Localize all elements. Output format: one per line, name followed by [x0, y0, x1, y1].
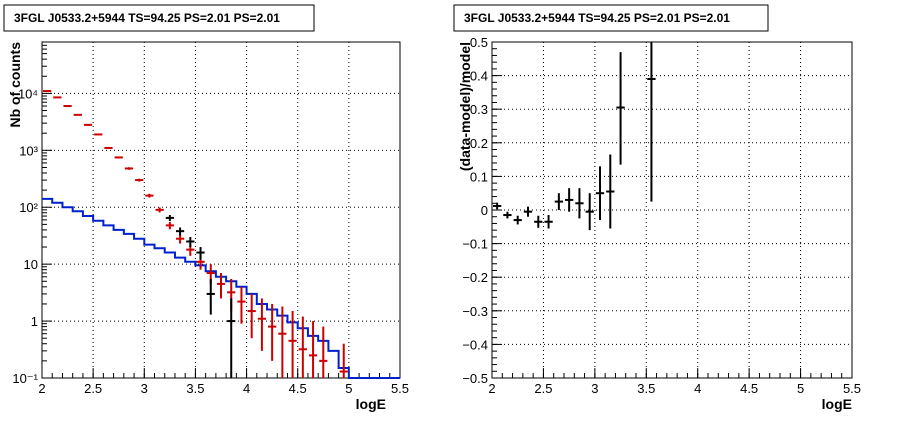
counts-x-tick-label: 4.5	[289, 381, 307, 396]
counts-x-tick-label: 3	[141, 381, 148, 396]
residual-chart-title: 3FGL J0533.2+5944 TS=94.25 PS=2.01 PS=2.…	[464, 11, 730, 25]
counts-x-tick-label: 4	[243, 381, 250, 396]
residual-data-point	[565, 188, 574, 212]
residual-data-point	[493, 202, 502, 210]
residual-data-point	[616, 52, 625, 165]
counts-y-tick-label: 1	[31, 314, 38, 329]
residual-x-tick-label: 2.5	[534, 381, 552, 396]
residual-data-point	[554, 193, 563, 210]
residual-data-point	[523, 206, 533, 217]
counts-data-point	[237, 286, 246, 324]
residual-title-box	[453, 4, 769, 32]
counts-data-point	[124, 167, 134, 170]
residual-y-tick-label: −0.4	[462, 337, 488, 352]
residual-data-point	[595, 166, 605, 221]
counts-y-tick-label: 10⁻¹	[12, 371, 38, 386]
residual-ticks: 2 2.5 3 3.5 4 4.5 5 5.5 −0.5 −0.4 −0.3 −0.2 −0.1 0 0.1…	[462, 35, 861, 396]
counts-chart-title: 3FGL J0533.2+5944 TS=94.25 PS=2.01 PS=2.…	[14, 11, 280, 25]
counts-data-point	[145, 193, 154, 198]
counts-data-point	[63, 105, 72, 108]
counts-y-tick-label: 10²	[19, 200, 38, 215]
counts-title-box	[3, 4, 315, 32]
counts-data-point	[175, 234, 185, 244]
residual-data-point	[647, 42, 656, 202]
counts-data-point	[288, 311, 297, 378]
counts-data-point	[339, 343, 348, 378]
counts-grid	[42, 42, 400, 378]
counts-data-point	[53, 96, 62, 99]
residual-grid	[492, 42, 852, 378]
counts-data-point	[114, 156, 123, 159]
residual-data-point	[534, 215, 543, 228]
residual-x-tick-label: 2	[488, 381, 495, 396]
counts-data-point	[73, 113, 82, 116]
residual-data-point	[606, 154, 615, 229]
residual-data-point	[585, 193, 594, 231]
residual-y-axis-label: (data-model)/model	[457, 42, 473, 171]
residual-x-axis-label: logE	[822, 396, 852, 412]
counts-data-point	[104, 146, 113, 149]
counts-data-point	[298, 316, 307, 378]
counts-data-point	[43, 90, 52, 93]
counts-x-tick-label: 2.5	[84, 381, 102, 396]
counts-data-point	[278, 306, 287, 378]
counts-x-tick-label: 2	[38, 381, 45, 396]
counts-data-point	[94, 133, 103, 136]
residual-data-point	[513, 215, 522, 225]
counts-data-point	[165, 222, 174, 230]
counts-data-point	[186, 237, 195, 248]
counts-data-point	[308, 321, 318, 378]
residual-y-tick-label: −0.1	[462, 237, 488, 252]
counts-data-point	[206, 278, 215, 315]
counts-data-point	[155, 207, 164, 213]
counts-data-point	[175, 227, 185, 236]
counts-y-tick-label: 10⁴	[18, 86, 38, 101]
counts-ticks: 2 2.5 3 3.5 4 4.5 5 5.5 10⁻¹ 1 10 10² 10³ 10⁴	[12, 44, 409, 396]
counts-data-point	[196, 247, 205, 260]
residual-y-tick-label: 0.5	[470, 35, 488, 50]
residual-y-tick-label: −0.3	[462, 304, 488, 319]
residual-y-tick-label: 0.4	[470, 69, 488, 84]
counts-data-point	[135, 178, 144, 182]
residual-y-tick-label: −0.2	[462, 270, 488, 285]
counts-plot-frame	[41, 41, 401, 379]
residual-data-point	[544, 215, 553, 229]
residual-x-tick-label: 5	[797, 381, 804, 396]
residual-marks	[493, 42, 656, 231]
counts-data-point	[165, 215, 174, 222]
counts-data-point	[247, 293, 256, 339]
counts-data-point	[216, 272, 226, 299]
counts-x-tick-label: 5.5	[391, 381, 409, 396]
counts-marks	[42, 90, 400, 379]
residual-y-tick-label: 0.2	[470, 136, 488, 151]
residual-panel: 2 2.5 3 3.5 4 4.5 5 5.5 −0.5 −0.4 −0.3 −0.2 −0.1 0 0.1…	[453, 4, 861, 412]
counts-data-point	[257, 298, 267, 351]
residual-x-tick-label: 3	[591, 381, 598, 396]
counts-data-point	[227, 298, 236, 378]
residual-x-tick-label: 4	[694, 381, 701, 396]
residual-y-tick-label: −0.5	[462, 371, 488, 386]
residual-y-tick-label: 0	[481, 203, 488, 218]
counts-x-tick-label: 5	[345, 381, 352, 396]
residual-y-tick-label: 0.1	[470, 169, 488, 184]
residual-x-tick-label: 4.5	[740, 381, 758, 396]
counts-data-point	[268, 303, 277, 361]
counts-data-point	[83, 123, 93, 126]
counts-x-axis-label: logE	[356, 396, 386, 412]
residual-data-point	[575, 188, 584, 219]
counts-y-tick-label: 10³	[19, 143, 38, 158]
counts-x-tick-label: 3.5	[186, 381, 204, 396]
residual-x-tick-label: 3.5	[637, 381, 655, 396]
counts-y-tick-label: 10	[24, 257, 38, 272]
counts-data-point	[319, 326, 328, 378]
residual-x-tick-label: 5.5	[843, 381, 861, 396]
counts-panel: 2 2.5 3 3.5 4 4.5 5 5.5 10⁻¹ 1 10 10² 10³ 10⁴ 3FGL J0…	[3, 4, 409, 412]
residual-data-point	[503, 211, 512, 219]
counts-y-axis-label: Nb of counts	[7, 42, 23, 128]
residual-y-tick-label: 0.3	[470, 102, 488, 117]
